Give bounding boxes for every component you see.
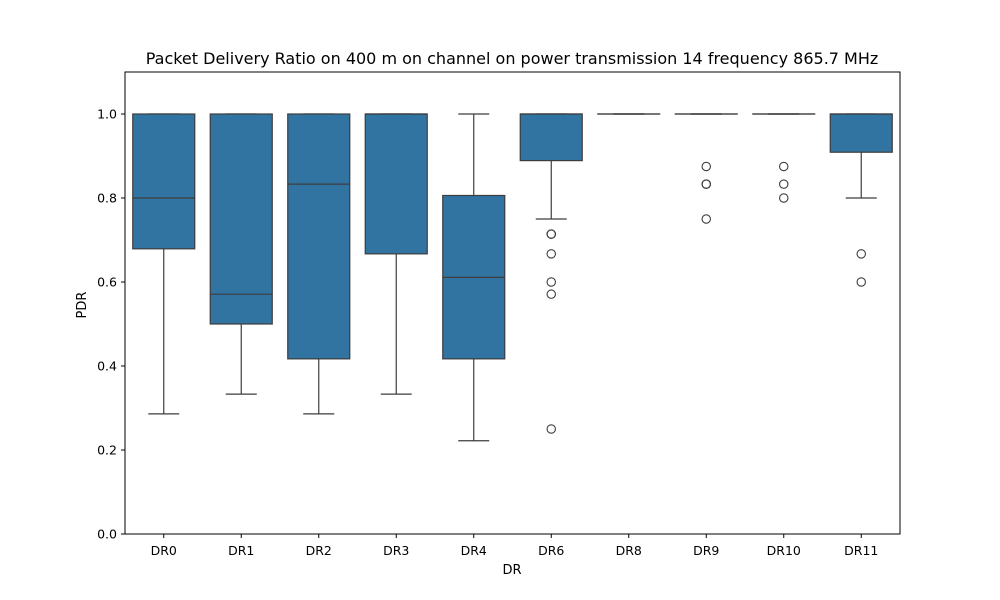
outlier-point (701, 179, 711, 189)
outlier-point (546, 277, 556, 287)
iqr-box (364, 113, 428, 255)
iqr-box (829, 113, 893, 153)
x-tick-label: DR0 (151, 543, 177, 558)
outlier-point (778, 161, 789, 172)
outlier-point (546, 424, 556, 434)
y-tick-label: 0.0 (97, 527, 117, 542)
plot-frame (124, 71, 901, 535)
iqr-box (209, 113, 273, 325)
chart-title: Packet Delivery Ratio on 400 m on channe… (146, 49, 879, 68)
x-tick-label: DR1 (228, 543, 254, 558)
y-tick-label: 0.2 (97, 443, 117, 458)
box-group-dr10 (752, 113, 816, 203)
box-group-dr3 (364, 113, 428, 395)
outlier-point (546, 289, 556, 299)
outlier-point (778, 179, 789, 189)
box-group-dr1 (209, 113, 273, 395)
x-tick-label: DR3 (383, 543, 409, 558)
iqr-box (132, 113, 196, 250)
x-tick-label: DR4 (461, 543, 487, 558)
y-tick-label: 0.6 (97, 275, 117, 290)
box-group-dr11 (829, 113, 893, 287)
box-group-dr4 (442, 113, 506, 442)
outlier-point (546, 249, 556, 259)
iqr-box (287, 113, 351, 360)
x-tick-label: DR8 (616, 543, 642, 558)
iqr-box (519, 113, 583, 162)
outlier-point (701, 161, 711, 172)
y-tick-label: 0.4 (97, 359, 117, 374)
x-tick-label: DR6 (538, 543, 564, 558)
x-tick-label: DR9 (693, 543, 719, 558)
y-tick-label: 0.8 (97, 191, 117, 206)
outlier-point (701, 214, 711, 224)
y-axis-label: PDR (75, 292, 90, 319)
outlier-point (546, 229, 556, 239)
box-group-dr2 (287, 113, 351, 415)
x-axis-label: DR (502, 563, 521, 578)
outlier-point (856, 277, 866, 287)
x-tick-label: DR10 (767, 543, 801, 558)
plot-area: 0.0 0.2 0.4 0.6 0.8 1.0 DR0 DR1 DR2 DR3 DR4 DR6 DR8 D… (97, 71, 901, 558)
x-tick-label: DR11 (844, 543, 878, 558)
box-group-dr0 (132, 113, 196, 415)
y-tick-label: 1.0 (97, 107, 117, 122)
box-group-dr9 (674, 113, 738, 224)
outlier-point (856, 249, 866, 259)
outlier-point (778, 193, 789, 203)
x-tick-label: DR2 (306, 543, 332, 558)
box-group-dr6 (519, 113, 583, 434)
